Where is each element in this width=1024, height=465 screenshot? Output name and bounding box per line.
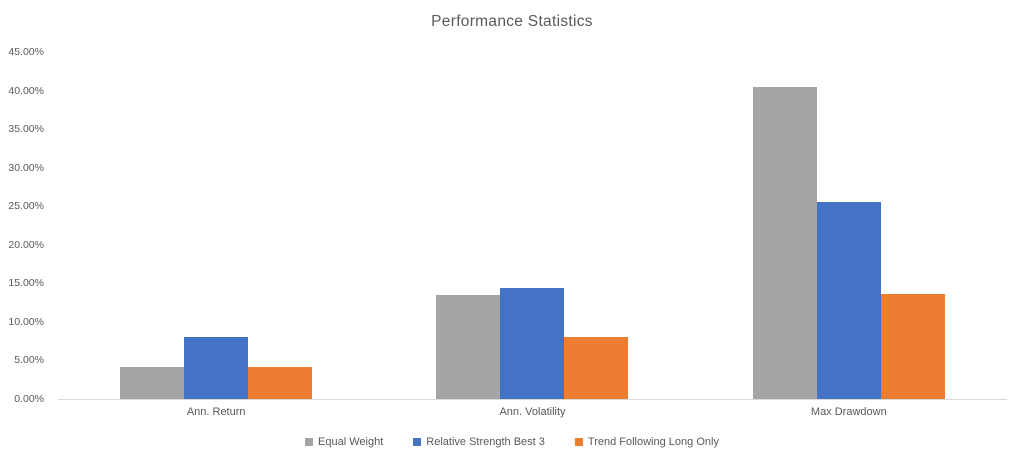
bar-equal-weight [120,367,185,399]
legend-item-trend-following-long-only: Trend Following Long Only [574,436,719,448]
bar-group-max-drawdown [691,52,1007,399]
legend: Equal Weight Relative Strength Best 3 Tren… [0,436,1024,448]
legend-item-equal-weight: Equal Weight [305,436,383,448]
legend-item-relative-strength-best-3: Relative Strength Best 3 [413,436,545,448]
bar-relative-strength-best-3 [816,201,881,399]
x-axis-category-label: Max Drawdown [810,406,887,418]
legend-swatch-icon [413,438,422,446]
legend-swatch-icon [305,438,314,446]
y-axis-tick-label: 25.00% [8,200,44,213]
bar-group-ann-volatility [374,52,690,399]
y-axis-tick-label: 5.00% [14,354,44,367]
legend-label: Relative Strength Best 3 [426,436,545,448]
x-axis-labels: Ann. Return Ann. Volatility Max Drawdown [58,406,1007,418]
chart-title: Performance Statistics [431,13,593,30]
y-axis-tick-label: 40.00% [8,84,44,97]
legend-swatch-icon [574,438,583,446]
legend-label: Equal Weight [318,436,384,448]
bar-relative-strength-best-3 [500,287,565,399]
x-axis-category-label: Ann. Volatility [499,406,566,418]
plot-area [58,52,1007,400]
y-axis-tick-label: 0.00% [14,393,44,405]
x-axis-category-label: Ann. Return [186,406,246,418]
y-axis-tick-label: 10.00% [8,315,44,328]
bar-equal-weight [436,294,501,399]
y-axis-tick-label: 35.00% [8,123,44,136]
bar-trend-following-long-only [248,366,313,399]
y-axis-tick-label: 30.00% [8,161,44,174]
y-axis: 0.00% 5.00% 10.00% 15.00% 20.00% 25.00% 30.00%… [0,46,44,405]
bar-trend-following-long-only [880,294,945,399]
legend-label: Trend Following Long Only [587,436,719,448]
bar-equal-weight [752,86,817,399]
y-axis-tick-label: 15.00% [8,277,44,290]
bar-trend-following-long-only [564,336,629,399]
bar-group-ann-return [58,52,374,399]
y-axis-tick-label: 20.00% [8,238,44,251]
bar-relative-strength-best-3 [184,337,249,399]
y-axis-tick-label: 45.00% [8,46,44,58]
